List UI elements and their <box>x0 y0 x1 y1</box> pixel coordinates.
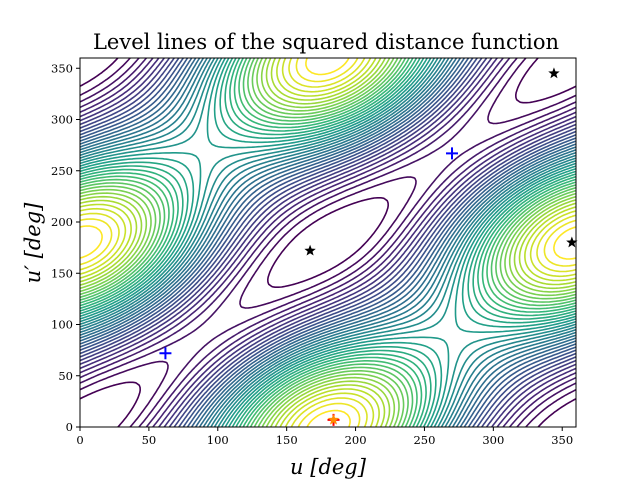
x-tick-label: 300 <box>482 433 504 447</box>
y-tick-label: 0 <box>66 420 73 434</box>
contour-level-line <box>80 58 576 427</box>
x-tick-label: 0 <box>76 433 83 447</box>
star-marker <box>548 67 560 79</box>
chart-title: Level lines of the squared distance func… <box>93 30 559 54</box>
markers <box>159 67 578 426</box>
plot-frame <box>79 57 577 428</box>
y-tick-label: 50 <box>58 369 73 383</box>
contour-lines <box>80 58 576 427</box>
x-axis-ticks: 0 50 100 150 200 250 300 350 <box>76 427 573 447</box>
plus-marker <box>159 347 172 360</box>
y-axis-label: u′ [deg] <box>21 202 45 283</box>
contour-level-line <box>80 58 576 427</box>
y-tick-label: 150 <box>51 266 73 280</box>
x-tick-label: 50 <box>142 433 157 447</box>
plus-marker <box>446 147 458 160</box>
contour-level-line <box>80 58 576 427</box>
contour-level-line <box>80 58 576 427</box>
x-tick-label: 200 <box>345 433 367 447</box>
contour-level-line <box>80 58 576 427</box>
x-tick-label: 150 <box>276 433 298 447</box>
contour-level-line <box>80 58 576 427</box>
contour-level-line <box>80 58 576 427</box>
contour-level-line <box>80 58 576 427</box>
contour-level-line <box>80 58 576 427</box>
x-tick-label: 250 <box>413 433 435 447</box>
y-axis-ticks: 0 50 100 150 200 250 300 350 <box>51 61 80 434</box>
contour-level-line <box>80 58 576 427</box>
contour-level-line <box>80 58 576 427</box>
x-axis-label: u [deg] <box>290 455 367 479</box>
contour-level-line <box>80 58 576 427</box>
contour-level-line <box>80 58 576 427</box>
contour-level-line <box>80 58 576 427</box>
contour-level-line <box>80 58 576 427</box>
contour-level-line <box>80 58 576 427</box>
contour-level-line <box>80 58 576 427</box>
x-tick-label: 350 <box>551 433 573 447</box>
y-tick-label: 300 <box>51 113 73 127</box>
contour-level-line <box>80 58 576 427</box>
contour-level-line <box>80 58 576 427</box>
contour-level-line <box>80 58 576 427</box>
y-tick-label: 250 <box>51 164 73 178</box>
star-marker <box>327 413 340 425</box>
contour-level-line <box>80 58 576 427</box>
star-marker <box>566 236 578 248</box>
star-marker <box>304 244 316 256</box>
y-tick-label: 350 <box>51 61 73 75</box>
contour-level-line <box>80 58 576 427</box>
contour-level-line <box>80 58 576 427</box>
contour-level-line <box>80 58 576 427</box>
contour-level-line <box>80 58 576 427</box>
contour-level-line <box>80 58 576 427</box>
contour-level-line <box>80 58 576 427</box>
y-tick-label: 200 <box>51 215 73 229</box>
contour-level-line <box>80 58 576 427</box>
contour-level-line <box>80 58 576 427</box>
y-tick-label: 100 <box>51 318 73 332</box>
x-tick-label: 100 <box>207 433 229 447</box>
contour-level-line <box>80 58 576 427</box>
